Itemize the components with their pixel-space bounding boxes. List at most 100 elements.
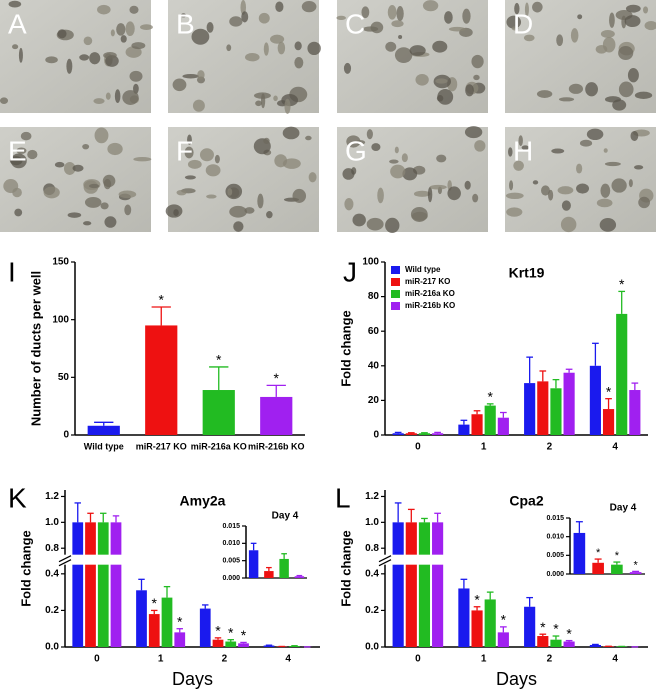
cell-cluster	[377, 187, 384, 204]
cell-cluster	[206, 194, 217, 199]
cell-cluster	[120, 35, 127, 43]
cell-cluster	[102, 174, 116, 188]
bar	[225, 641, 237, 647]
cell-cluster	[389, 159, 399, 164]
bar	[260, 396, 293, 435]
cell-cluster	[609, 12, 615, 28]
cell-cluster	[79, 54, 90, 61]
bar	[458, 588, 470, 647]
bar	[497, 417, 509, 435]
cell-cluster	[342, 168, 355, 180]
cell-cluster	[244, 207, 255, 214]
cell-cluster	[107, 142, 123, 156]
cell-cluster	[568, 83, 584, 94]
cell-cluster	[89, 183, 100, 189]
legend-label: miR-217 KO	[405, 277, 450, 286]
bar	[432, 522, 444, 647]
bar	[263, 645, 275, 647]
panel-label: E	[8, 135, 27, 166]
y-tick-label: 80	[368, 291, 380, 302]
bar	[611, 564, 623, 574]
cell-cluster	[67, 212, 82, 218]
cell-cluster	[432, 40, 448, 53]
cell-cluster	[625, 4, 641, 13]
panel-label: G	[345, 135, 367, 166]
cell-cluster	[103, 51, 117, 59]
cell-cluster	[595, 44, 608, 54]
y-tick-label: 150	[52, 257, 69, 268]
bar	[602, 409, 615, 435]
y-tick-label: 100	[52, 314, 69, 325]
cell-cluster	[43, 186, 60, 199]
x-tick-label: miR-216a KO	[191, 441, 247, 451]
cell-cluster	[511, 26, 519, 31]
cell-cluster	[541, 185, 550, 196]
cell-cluster	[9, 156, 23, 166]
cell-cluster	[618, 81, 634, 98]
significance-mark: *	[540, 619, 546, 635]
cell-cluster	[184, 175, 196, 180]
cell-cluster	[104, 216, 117, 228]
cell-cluster	[436, 95, 444, 102]
cell-cluster	[506, 207, 523, 217]
cell-cluster	[570, 28, 579, 43]
bar	[148, 614, 160, 647]
bar	[392, 433, 404, 435]
cell-cluster	[83, 221, 92, 226]
chart-title: Amy2a	[180, 493, 226, 509]
bar	[294, 576, 305, 578]
cell-cluster	[409, 45, 426, 56]
y-axis-label: Fold change	[338, 310, 353, 387]
cell-cluster	[394, 146, 399, 154]
cell-cluster	[229, 16, 243, 27]
cell-cluster	[472, 193, 479, 203]
cell-cluster	[361, 6, 370, 19]
cell-cluster	[558, 97, 575, 102]
cell-cluster	[307, 41, 321, 56]
cell-cluster	[214, 154, 220, 164]
bar	[458, 424, 470, 435]
significance-mark: *	[606, 383, 612, 399]
bar	[264, 571, 274, 578]
bar	[405, 522, 417, 647]
significance-mark: *	[487, 389, 493, 405]
cell-cluster	[255, 100, 262, 107]
bar	[202, 390, 235, 435]
cell-cluster	[292, 188, 307, 203]
cell-cluster	[448, 26, 466, 32]
cell-cluster	[187, 159, 202, 169]
bar	[616, 313, 628, 435]
cell-cluster	[97, 4, 111, 15]
cell-cluster	[180, 13, 187, 18]
cell-cluster	[556, 34, 564, 47]
cell-cluster	[429, 184, 447, 190]
bar	[85, 522, 96, 647]
cell-cluster	[410, 206, 428, 222]
cell-cluster	[370, 21, 384, 34]
cell-cluster	[638, 196, 651, 209]
cell-cluster	[284, 98, 291, 114]
cell-cluster	[125, 46, 142, 58]
panel-label: L	[335, 482, 351, 513]
chart-title: Krt19	[509, 265, 545, 281]
bar	[629, 572, 642, 574]
bar	[212, 639, 224, 647]
cell-cluster	[45, 56, 58, 64]
panel-label: B	[176, 8, 195, 39]
significance-mark: *	[274, 370, 280, 386]
y-tick-label: 0.000	[222, 575, 240, 582]
cell-cluster	[444, 11, 453, 24]
cell-cluster	[352, 213, 366, 227]
cell-cluster	[3, 179, 19, 194]
cell-cluster	[394, 47, 413, 63]
bar	[161, 597, 173, 647]
cell-cluster	[89, 52, 101, 65]
bar	[72, 522, 84, 647]
x-tick-label: 4	[612, 442, 618, 453]
cell-cluster	[618, 46, 634, 61]
cell-cluster	[294, 41, 302, 51]
cell-cluster	[366, 217, 384, 231]
y-axis-label: Fold change	[18, 530, 33, 607]
cell-cluster	[621, 15, 627, 29]
legend-label: miR-216b KO	[405, 301, 455, 310]
